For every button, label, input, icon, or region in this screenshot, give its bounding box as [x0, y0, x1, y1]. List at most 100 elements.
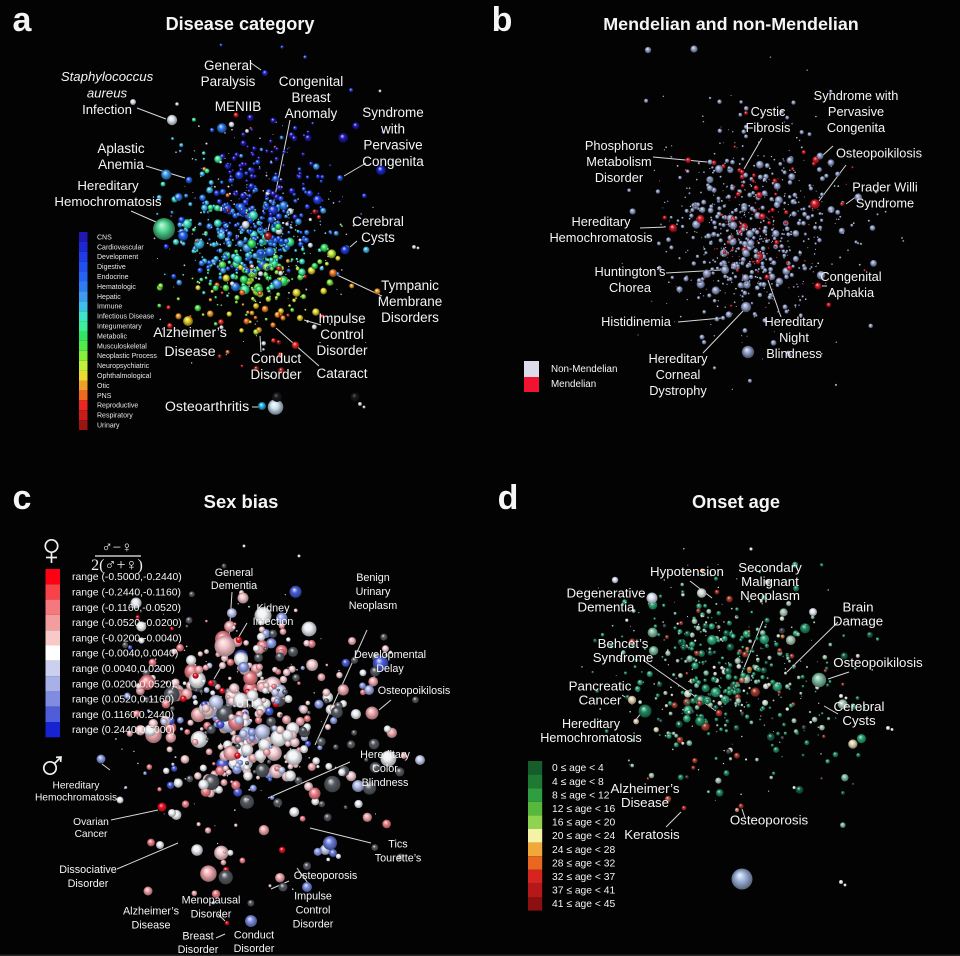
svg-text:8 ≤ age < 12: 8 ≤ age < 12 [552, 790, 610, 801]
svg-text:Dystrophy: Dystrophy [649, 383, 707, 398]
svg-text:Hypotension: Hypotension [650, 564, 724, 579]
svg-text:Chorea: Chorea [609, 280, 652, 295]
svg-text:Conduct: Conduct [251, 351, 302, 366]
svg-text:Ophthalmological: Ophthalmological [97, 373, 152, 380]
svg-text:Otic: Otic [97, 383, 110, 390]
svg-text:Neoplasm: Neoplasm [740, 588, 800, 603]
svg-text:c: c [13, 479, 32, 517]
svg-text:Disorder: Disorder [178, 944, 219, 956]
svg-text:32 ≤ age < 37: 32 ≤ age < 37 [552, 872, 615, 883]
svg-text:Hereditary: Hereditary [764, 314, 824, 329]
svg-text:Hereditary: Hereditary [53, 781, 101, 792]
svg-text:20 ≤ age < 24: 20 ≤ age < 24 [552, 831, 615, 842]
svg-text:Disorder: Disorder [316, 343, 368, 358]
svg-text:Syndrome: Syndrome [362, 105, 424, 120]
svg-text:Cerebral: Cerebral [834, 699, 885, 714]
svg-text:Congenital: Congenital [820, 269, 881, 284]
svg-text:Syndrome with: Syndrome with [814, 88, 899, 103]
svg-text:Osteopoikilosis: Osteopoikilosis [833, 655, 923, 670]
svg-text:Immune: Immune [97, 304, 122, 311]
svg-text:Hereditary: Hereditary [562, 717, 621, 731]
svg-text:28 ≤ age < 32: 28 ≤ age < 32 [552, 858, 615, 869]
svg-text:Disease: Disease [621, 795, 669, 810]
svg-text:Infectious Disease: Infectious Disease [97, 314, 154, 321]
svg-text:Hemochromatosis: Hemochromatosis [549, 230, 652, 245]
svg-text:Impulse: Impulse [294, 891, 332, 903]
svg-text:Osteopoikilosis: Osteopoikilosis [836, 146, 922, 161]
svg-text:Secondary: Secondary [738, 560, 802, 575]
svg-text:d: d [498, 479, 519, 517]
svg-text:Anemia: Anemia [98, 157, 144, 172]
svg-text:Menopausal: Menopausal [182, 895, 241, 907]
svg-text:Alzheimer’s: Alzheimer’s [611, 781, 680, 796]
svg-text:Onset age: Onset age [692, 492, 780, 512]
svg-text:Pancreatic: Pancreatic [569, 679, 632, 694]
svg-text:Disease: Disease [131, 920, 170, 932]
svg-text:Brain: Brain [842, 600, 873, 615]
svg-text:Malignant: Malignant [741, 574, 799, 589]
svg-text:Hemochromatosis: Hemochromatosis [540, 731, 641, 745]
svg-text:Blindness: Blindness [766, 346, 822, 361]
svg-text:a: a [13, 1, 33, 39]
svg-text:Mendelian and non-Mendelian: Mendelian and non-Mendelian [603, 14, 858, 34]
svg-text:Color: Color [372, 763, 398, 775]
svg-text:range (-0.5000,-0.2440): range (-0.5000,-0.2440) [72, 572, 182, 583]
svg-text:General: General [215, 567, 253, 579]
svg-text:Conduct: Conduct [234, 930, 274, 942]
svg-text:4 ≤ age < 8: 4 ≤ age < 8 [552, 777, 604, 788]
svg-text:Alzheimer’s: Alzheimer’s [123, 906, 180, 918]
svg-text:Degenerative: Degenerative [566, 586, 645, 601]
svg-text:Night: Night [779, 330, 809, 345]
svg-text:Keratosis: Keratosis [624, 827, 680, 842]
svg-text:Neuropsychiatric: Neuropsychiatric [97, 363, 150, 370]
svg-text:Tympanic: Tympanic [381, 278, 439, 293]
svg-text:Delay: Delay [376, 663, 404, 675]
svg-text:Phosphorus: Phosphorus [585, 138, 653, 153]
svg-text:Syndrome: Syndrome [856, 196, 914, 211]
svg-text:range (0.0200,0.0520): range (0.0200,0.0520) [72, 679, 175, 690]
svg-text:Behcet’s: Behcet’s [598, 636, 649, 651]
svg-text:Congenita: Congenita [362, 154, 424, 169]
svg-text:MENIIB: MENIIB [215, 99, 262, 114]
svg-text:Cystic: Cystic [751, 104, 786, 119]
svg-text:range (0.0520,0.1160): range (0.0520,0.1160) [72, 695, 174, 706]
svg-text:41 ≤ age < 45: 41 ≤ age < 45 [552, 899, 615, 910]
svg-text:Paralysis: Paralysis [201, 74, 256, 89]
svg-text:Tourette’s: Tourette’s [375, 853, 422, 865]
svg-text:Infection: Infection [253, 616, 294, 628]
svg-text:16 ≤ age < 20: 16 ≤ age < 20 [552, 818, 615, 829]
svg-text:Corneal: Corneal [656, 367, 701, 382]
svg-text:Hepatic: Hepatic [97, 294, 121, 301]
svg-text:Huntington’s: Huntington’s [595, 264, 666, 279]
svg-text:range (-0.0520,-0.0200): range (-0.0520,-0.0200) [72, 618, 182, 629]
svg-text:Sex bias: Sex bias [204, 491, 279, 512]
svg-text:Aplastic: Aplastic [97, 141, 145, 156]
svg-text:Metabolic: Metabolic [97, 333, 127, 340]
svg-text:Hereditary: Hereditary [571, 214, 631, 229]
svg-text:range (-0.1160,-0.0520): range (-0.1160,-0.0520) [72, 603, 181, 614]
svg-text:Blindness: Blindness [362, 777, 409, 789]
svg-text:Congenita: Congenita [827, 120, 886, 135]
svg-text:range (0.0040,0.0200): range (0.0040,0.0200) [72, 664, 175, 675]
svg-text:Congenital: Congenital [279, 74, 344, 89]
svg-text:range (-0.0040,0.0040): range (-0.0040,0.0040) [72, 649, 178, 660]
svg-text:Disorder: Disorder [293, 919, 334, 931]
svg-text:Anomaly: Anomaly [285, 106, 338, 121]
svg-text:Urinary: Urinary [97, 423, 120, 430]
svg-text:Control: Control [296, 905, 331, 917]
svg-text:General: General [204, 58, 252, 73]
svg-text:24 ≤ age < 28: 24 ≤ age < 28 [552, 845, 615, 856]
svg-text:Histidinemia: Histidinemia [601, 314, 672, 329]
svg-text:Cataract: Cataract [316, 366, 367, 381]
svg-text:Fibrosis: Fibrosis [746, 120, 791, 135]
svg-text:Osteoporosis: Osteoporosis [294, 870, 358, 882]
svg-text:Ovarian: Ovarian [73, 817, 109, 828]
svg-text:Staphylococcus: Staphylococcus [61, 69, 154, 84]
svg-text:Pervasive: Pervasive [828, 104, 884, 119]
svg-text:Cerebral: Cerebral [352, 214, 404, 229]
svg-text:Control: Control [320, 327, 364, 342]
svg-text:Osteopoikilosis: Osteopoikilosis [378, 685, 451, 697]
svg-text:Metabolism: Metabolism [586, 154, 651, 169]
svg-text:Disorder: Disorder [595, 170, 644, 185]
svg-text:aureus: aureus [87, 86, 128, 101]
